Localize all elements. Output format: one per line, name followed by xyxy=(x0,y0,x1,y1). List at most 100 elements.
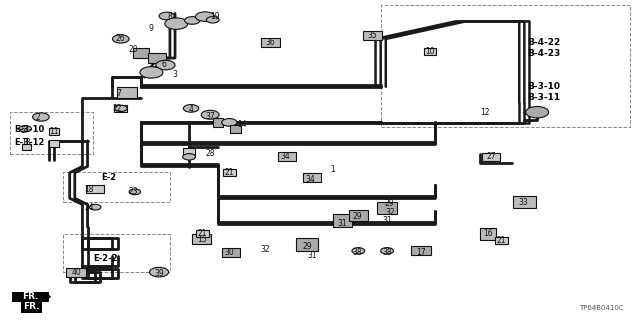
Text: 8: 8 xyxy=(168,12,172,21)
Circle shape xyxy=(184,17,200,24)
Text: 26: 26 xyxy=(116,35,125,44)
Text: E-2-2: E-2-2 xyxy=(93,254,118,263)
Circle shape xyxy=(182,154,195,160)
Text: FR.: FR. xyxy=(23,302,40,311)
Circle shape xyxy=(206,17,219,23)
Bar xyxy=(230,125,241,133)
Bar xyxy=(424,49,436,55)
Text: 4: 4 xyxy=(189,105,193,114)
Bar xyxy=(296,238,319,251)
Bar xyxy=(495,237,508,244)
Circle shape xyxy=(525,107,548,118)
Bar xyxy=(183,148,195,155)
Text: 9: 9 xyxy=(148,24,153,33)
Text: 35: 35 xyxy=(367,31,377,40)
Circle shape xyxy=(221,119,237,126)
Text: 34: 34 xyxy=(280,152,290,161)
Text: 31: 31 xyxy=(337,219,347,228)
Text: E-3-10: E-3-10 xyxy=(15,125,45,134)
Circle shape xyxy=(381,248,394,254)
Text: B-3-10: B-3-10 xyxy=(527,82,561,91)
Circle shape xyxy=(183,105,198,112)
Text: 18: 18 xyxy=(84,185,93,194)
Bar xyxy=(22,144,31,150)
Circle shape xyxy=(165,18,188,29)
Text: E-3-12: E-3-12 xyxy=(15,138,45,147)
Circle shape xyxy=(19,125,31,132)
Circle shape xyxy=(113,35,129,43)
Text: 27: 27 xyxy=(486,152,496,161)
Text: 11: 11 xyxy=(49,127,58,136)
Bar xyxy=(363,31,382,40)
Text: 16: 16 xyxy=(483,229,493,238)
Text: 29: 29 xyxy=(352,212,362,221)
Bar xyxy=(148,53,166,63)
Bar xyxy=(86,185,104,193)
Text: 29: 29 xyxy=(384,199,394,208)
Text: 38: 38 xyxy=(382,248,392,257)
Text: 7: 7 xyxy=(116,89,121,98)
Text: E-2: E-2 xyxy=(102,173,116,182)
Bar xyxy=(67,268,86,276)
Text: 34: 34 xyxy=(305,175,316,184)
Bar xyxy=(221,248,239,257)
Text: 20: 20 xyxy=(129,44,138,54)
Bar xyxy=(223,169,236,176)
Text: 21: 21 xyxy=(198,229,207,238)
Text: 31: 31 xyxy=(308,251,317,260)
Bar xyxy=(278,152,296,161)
Text: 40: 40 xyxy=(71,268,81,277)
Text: 38: 38 xyxy=(352,248,362,257)
Bar xyxy=(349,210,368,221)
Circle shape xyxy=(150,268,169,277)
Bar xyxy=(411,246,431,255)
Bar xyxy=(12,292,49,302)
Bar xyxy=(480,228,496,240)
Text: 12: 12 xyxy=(480,108,490,117)
Text: 21: 21 xyxy=(225,168,234,177)
Bar xyxy=(115,105,127,112)
Circle shape xyxy=(90,204,101,210)
Bar xyxy=(196,230,209,237)
Circle shape xyxy=(115,105,127,112)
Text: 32: 32 xyxy=(261,245,271,254)
Bar xyxy=(49,140,59,147)
Text: 22: 22 xyxy=(113,104,122,113)
Text: 24: 24 xyxy=(84,203,93,212)
Circle shape xyxy=(201,110,219,119)
Text: 19: 19 xyxy=(210,12,220,21)
Circle shape xyxy=(195,12,214,21)
Text: 28: 28 xyxy=(205,149,215,158)
Text: 10: 10 xyxy=(425,46,435,56)
Text: 36: 36 xyxy=(266,38,275,47)
Text: 29: 29 xyxy=(303,242,312,251)
Text: 17: 17 xyxy=(416,248,426,257)
Text: 14: 14 xyxy=(237,120,247,130)
Bar xyxy=(260,38,280,47)
Bar xyxy=(212,118,223,127)
Text: 2: 2 xyxy=(35,114,40,123)
Text: 32: 32 xyxy=(385,208,395,217)
Circle shape xyxy=(352,248,365,254)
Text: B-3-11: B-3-11 xyxy=(527,93,561,102)
Bar xyxy=(117,87,138,98)
Text: 23: 23 xyxy=(128,188,138,196)
Text: B-4-23: B-4-23 xyxy=(527,49,561,58)
Text: 33: 33 xyxy=(518,197,528,206)
Circle shape xyxy=(140,67,163,78)
Text: TP64B0410C: TP64B0410C xyxy=(579,305,623,311)
Bar xyxy=(378,202,397,214)
Text: 31: 31 xyxy=(382,216,392,225)
Circle shape xyxy=(159,12,174,20)
Text: B-4-22: B-4-22 xyxy=(527,38,561,47)
Circle shape xyxy=(156,60,175,70)
Bar xyxy=(513,196,536,208)
Bar xyxy=(133,49,149,58)
Bar xyxy=(49,128,59,135)
Text: 1: 1 xyxy=(330,165,335,174)
Text: 39: 39 xyxy=(154,268,164,278)
Circle shape xyxy=(129,189,141,195)
Bar xyxy=(482,153,500,161)
Text: 30: 30 xyxy=(225,248,234,257)
Text: 3: 3 xyxy=(172,70,177,79)
